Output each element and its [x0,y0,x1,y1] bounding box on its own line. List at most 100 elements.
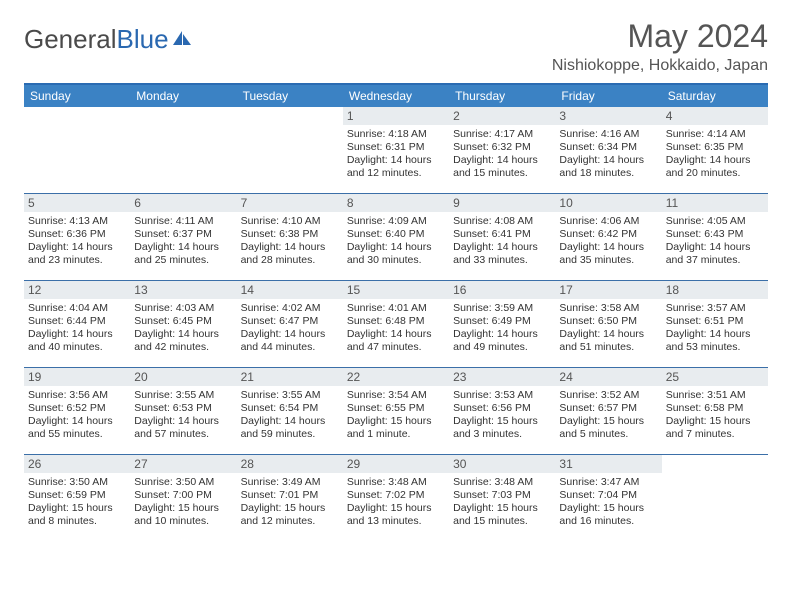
daylight-text: Daylight: 14 hours and 40 minutes. [28,328,126,354]
sunrise-text: Sunrise: 3:58 AM [559,302,657,315]
day-info: Sunrise: 4:18 AMSunset: 6:31 PMDaylight:… [347,128,445,181]
calendar: SundayMondayTuesdayWednesdayThursdayFrid… [24,83,768,541]
day-number: 12 [24,281,130,299]
sunset-text: Sunset: 7:02 PM [347,489,445,502]
daylight-text: Daylight: 15 hours and 1 minute. [347,415,445,441]
day-number: 19 [24,368,130,386]
daylight-text: Daylight: 14 hours and 53 minutes. [666,328,764,354]
sunrise-text: Sunrise: 3:50 AM [134,476,232,489]
sunrise-text: Sunrise: 3:56 AM [28,389,126,402]
day-cell: 18Sunrise: 3:57 AMSunset: 6:51 PMDayligh… [662,281,768,367]
sunrise-text: Sunrise: 4:16 AM [559,128,657,141]
day-number: 13 [130,281,236,299]
daylight-text: Daylight: 15 hours and 7 minutes. [666,415,764,441]
week-row: ...1Sunrise: 4:18 AMSunset: 6:31 PMDayli… [24,107,768,194]
daylight-text: Daylight: 14 hours and 49 minutes. [453,328,551,354]
day-info: Sunrise: 3:56 AMSunset: 6:52 PMDaylight:… [28,389,126,442]
sunrise-text: Sunrise: 3:50 AM [28,476,126,489]
daylight-text: Daylight: 14 hours and 47 minutes. [347,328,445,354]
day-number: 20 [130,368,236,386]
sunrise-text: Sunrise: 3:52 AM [559,389,657,402]
daylight-text: Daylight: 14 hours and 33 minutes. [453,241,551,267]
day-cell: 31Sunrise: 3:47 AMSunset: 7:04 PMDayligh… [555,455,661,541]
sunrise-text: Sunrise: 3:49 AM [241,476,339,489]
day-cell: 21Sunrise: 3:55 AMSunset: 6:54 PMDayligh… [237,368,343,454]
day-cell: 2Sunrise: 4:17 AMSunset: 6:32 PMDaylight… [449,107,555,193]
sunset-text: Sunset: 6:37 PM [134,228,232,241]
sunset-text: Sunset: 6:50 PM [559,315,657,328]
day-cell: 13Sunrise: 4:03 AMSunset: 6:45 PMDayligh… [130,281,236,367]
week-row: 19Sunrise: 3:56 AMSunset: 6:52 PMDayligh… [24,368,768,455]
day-number: 23 [449,368,555,386]
day-cell: 15Sunrise: 4:01 AMSunset: 6:48 PMDayligh… [343,281,449,367]
day-cell: 19 Sunrise: 3:56 AMSunset: 6:52 PMDayligh… [24,368,130,454]
day-info: Sunrise: 3:55 AMSunset: 6:54 PMDaylight:… [241,389,339,442]
week-row: 5Sunrise: 4:13 AMSunset: 6:36 PMDaylight… [24,194,768,281]
sunrise-text: Sunrise: 4:06 AM [559,215,657,228]
day-cell: 29Sunrise: 3:48 AMSunset: 7:02 PMDayligh… [343,455,449,541]
day-cell: 23Sunrise: 3:53 AMSunset: 6:56 PMDayligh… [449,368,555,454]
location-text: Nishiokoppe, Hokkaido, Japan [552,57,768,75]
daylight-text: Daylight: 15 hours and 12 minutes. [241,502,339,528]
sunrise-text: Sunrise: 3:54 AM [347,389,445,402]
day-cell: 6Sunrise: 4:11 AMSunset: 6:37 PMDaylight… [130,194,236,280]
header: GeneralBlue May 2024 Nishiokoppe, Hokkai… [24,18,768,75]
day-info: Sunrise: 3:48 AMSunset: 7:02 PMDaylight:… [347,476,445,529]
day-number: 18 [662,281,768,299]
day-number: 14 [237,281,343,299]
day-number: 11 [662,194,768,212]
day-number: 26 [24,455,130,473]
sunrise-text: Sunrise: 4:13 AM [28,215,126,228]
sunset-text: Sunset: 6:51 PM [666,315,764,328]
sunset-text: Sunset: 6:40 PM [347,228,445,241]
day-cell: . [662,455,768,541]
daylight-text: Daylight: 14 hours and 25 minutes. [134,241,232,267]
daylight-text: Daylight: 14 hours and 44 minutes. [241,328,339,354]
sunrise-text: Sunrise: 4:02 AM [241,302,339,315]
sunrise-text: Sunrise: 3:53 AM [453,389,551,402]
day-info: Sunrise: 3:50 AMSunset: 6:59 PMDaylight:… [28,476,126,529]
daylight-text: Daylight: 15 hours and 10 minutes. [134,502,232,528]
day-cell: 25Sunrise: 3:51 AMSunset: 6:58 PMDayligh… [662,368,768,454]
sunset-text: Sunset: 6:32 PM [453,141,551,154]
day-cell: 27Sunrise: 3:50 AMSunset: 7:00 PMDayligh… [130,455,236,541]
brand-logo: GeneralBlue [24,24,193,55]
day-info: Sunrise: 3:54 AMSunset: 6:55 PMDaylight:… [347,389,445,442]
daylight-text: Daylight: 14 hours and 42 minutes. [134,328,232,354]
day-info: Sunrise: 4:10 AMSunset: 6:38 PMDaylight:… [241,215,339,268]
day-number: 15 [343,281,449,299]
day-header-cell: Friday [555,85,661,107]
day-number: 31 [555,455,661,473]
day-info: Sunrise: 3:52 AMSunset: 6:57 PMDaylight:… [559,389,657,442]
day-cell: 9 Sunrise: 4:08 AMSunset: 6:41 PMDaylight… [449,194,555,280]
day-number: 22 [343,368,449,386]
day-info: Sunrise: 4:14 AMSunset: 6:35 PMDaylight:… [666,128,764,181]
day-info: Sunrise: 4:08 AMSunset: 6:41 PMDaylight:… [453,215,551,268]
day-cell: 11Sunrise: 4:05 AMSunset: 6:43 PMDayligh… [662,194,768,280]
daylight-text: Daylight: 14 hours and 55 minutes. [28,415,126,441]
sunset-text: Sunset: 6:45 PM [134,315,232,328]
sunset-text: Sunset: 6:52 PM [28,402,126,415]
daylight-text: Daylight: 14 hours and 30 minutes. [347,241,445,267]
sunset-text: Sunset: 6:47 PM [241,315,339,328]
sunrise-text: Sunrise: 4:18 AM [347,128,445,141]
sail-icon [171,29,193,47]
weeks-container: ...1Sunrise: 4:18 AMSunset: 6:31 PMDayli… [24,107,768,541]
sunset-text: Sunset: 7:00 PM [134,489,232,502]
daylight-text: Daylight: 15 hours and 15 minutes. [453,502,551,528]
sunrise-text: Sunrise: 4:09 AM [347,215,445,228]
day-cell: 4Sunrise: 4:14 AMSunset: 6:35 PMDaylight… [662,107,768,193]
day-number: 9 [449,194,555,212]
daylight-text: Daylight: 14 hours and 59 minutes. [241,415,339,441]
day-cell: 16Sunrise: 3:59 AMSunset: 6:49 PMDayligh… [449,281,555,367]
sunrise-text: Sunrise: 3:47 AM [559,476,657,489]
sunset-text: Sunset: 6:59 PM [28,489,126,502]
day-cell: . [130,107,236,193]
daylight-text: Daylight: 14 hours and 35 minutes. [559,241,657,267]
sunset-text: Sunset: 6:41 PM [453,228,551,241]
day-cell: 5Sunrise: 4:13 AMSunset: 6:36 PMDaylight… [24,194,130,280]
day-number: 3 [555,107,661,125]
day-number: 10 [555,194,661,212]
sunrise-text: Sunrise: 4:04 AM [28,302,126,315]
sunrise-text: Sunrise: 4:17 AM [453,128,551,141]
